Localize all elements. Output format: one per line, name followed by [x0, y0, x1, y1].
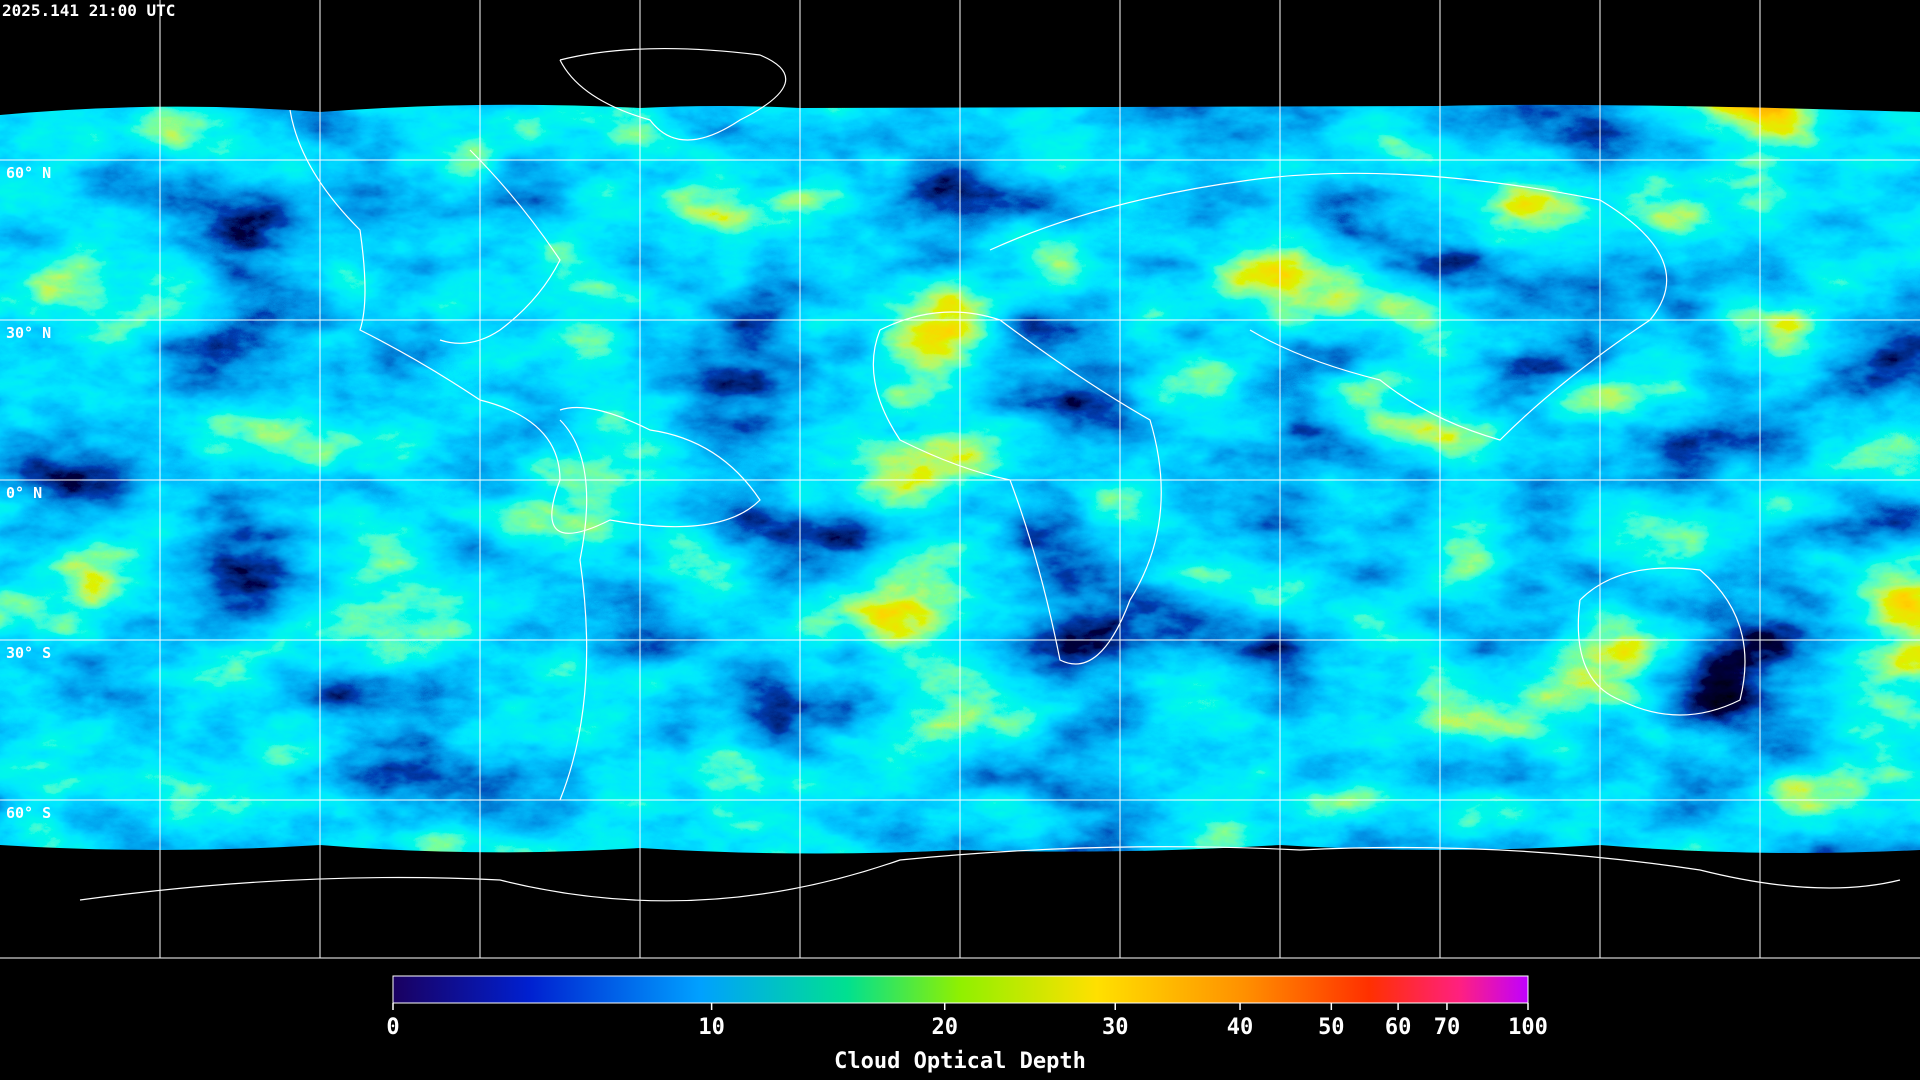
coastline [872, 311, 1162, 665]
latitude-label: 30° N [6, 324, 51, 342]
coastline [1577, 567, 1746, 716]
colorbar-tick-label: 20 [931, 1015, 958, 1040]
coastlines [79, 48, 1901, 902]
timestamp: 2025.141 21:00 UTC [2, 1, 175, 20]
coastline [559, 419, 588, 801]
coastline [79, 846, 1901, 902]
graticule [0, 0, 1920, 958]
colorbar-tick-label: 50 [1318, 1015, 1345, 1040]
colorbar-tick-label: 60 [1385, 1015, 1412, 1040]
colorbar [392, 975, 1529, 1004]
latitude-label: 30° S [6, 644, 51, 662]
coastline [559, 48, 787, 141]
latitude-label: 60° S [6, 804, 51, 822]
colorbar-tick-label: 70 [1434, 1015, 1461, 1040]
latitude-label: 0° N [6, 484, 42, 502]
colorbar-tick-label: 40 [1227, 1015, 1254, 1040]
coastline [439, 149, 561, 344]
colorbar-label: Cloud Optical Depth [834, 1049, 1086, 1074]
colorbar-tick-label: 30 [1102, 1015, 1129, 1040]
colorbar-tick-label: 0 [386, 1015, 399, 1040]
latitude-label: 60° N [6, 164, 51, 182]
colorbar-tick-label: 100 [1508, 1015, 1548, 1040]
colorbar-tick-label: 10 [698, 1015, 725, 1040]
coastline [989, 172, 1668, 441]
